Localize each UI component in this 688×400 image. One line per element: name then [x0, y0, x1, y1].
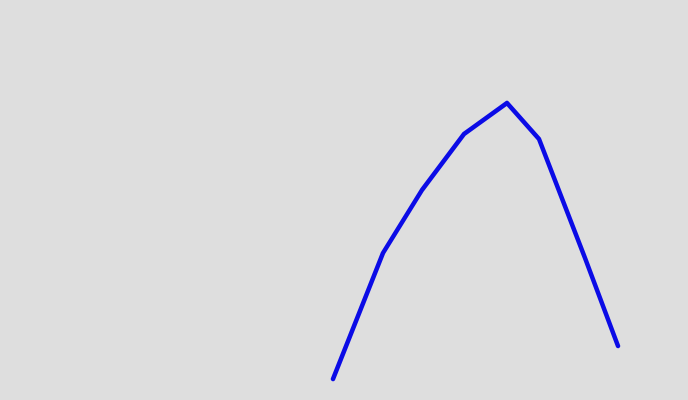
freehand-stroke-path [330, 100, 621, 382]
